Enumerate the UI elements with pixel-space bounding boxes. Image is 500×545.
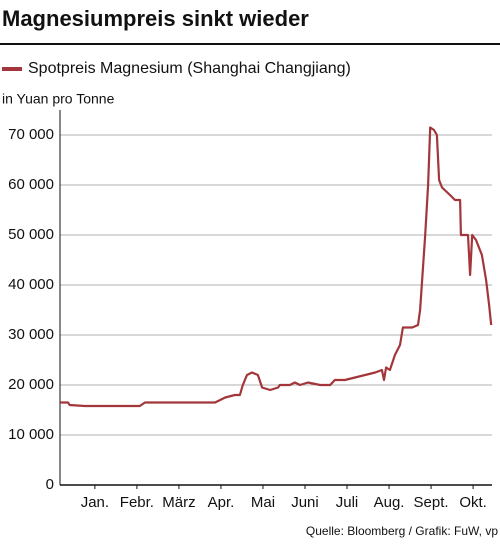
data-line bbox=[60, 126, 493, 408]
x-tick-label: Juli bbox=[336, 494, 359, 511]
x-tick-label: März bbox=[162, 494, 195, 511]
y-tick-label: 70 000 bbox=[8, 126, 54, 143]
y-tick-label: 30 000 bbox=[8, 326, 54, 343]
source: Quelle: Bloomberg / Grafik: FuW, vp bbox=[306, 524, 498, 538]
chart-title: Magnesiumpreis sinkt wieder bbox=[2, 6, 309, 31]
y-tick-label: 50 000 bbox=[8, 226, 54, 243]
x-tick-label: Jan. bbox=[81, 494, 109, 511]
legend-label: Spotpreis Magnesium (Shanghai Changjiang… bbox=[28, 60, 351, 77]
y-tick-label: 0 bbox=[46, 476, 54, 493]
y-tick-label: 20 000 bbox=[8, 376, 54, 393]
x-tick-label: Juni bbox=[291, 494, 319, 511]
x-tick-label: Mai bbox=[251, 494, 275, 511]
x-tick-label: Okt. bbox=[459, 494, 487, 511]
y-tick-label: 10 000 bbox=[8, 426, 54, 443]
y-tick-label: 60 000 bbox=[8, 176, 54, 193]
y-axis-label: in Yuan pro Tonne bbox=[2, 91, 115, 107]
x-tick-label: Febr. bbox=[120, 494, 154, 511]
x-tick-label: Apr. bbox=[208, 494, 235, 511]
x-tick-label: Aug. bbox=[374, 494, 405, 511]
y-tick-label: 40 000 bbox=[8, 276, 54, 293]
x-tick-label: Sept. bbox=[414, 494, 449, 511]
